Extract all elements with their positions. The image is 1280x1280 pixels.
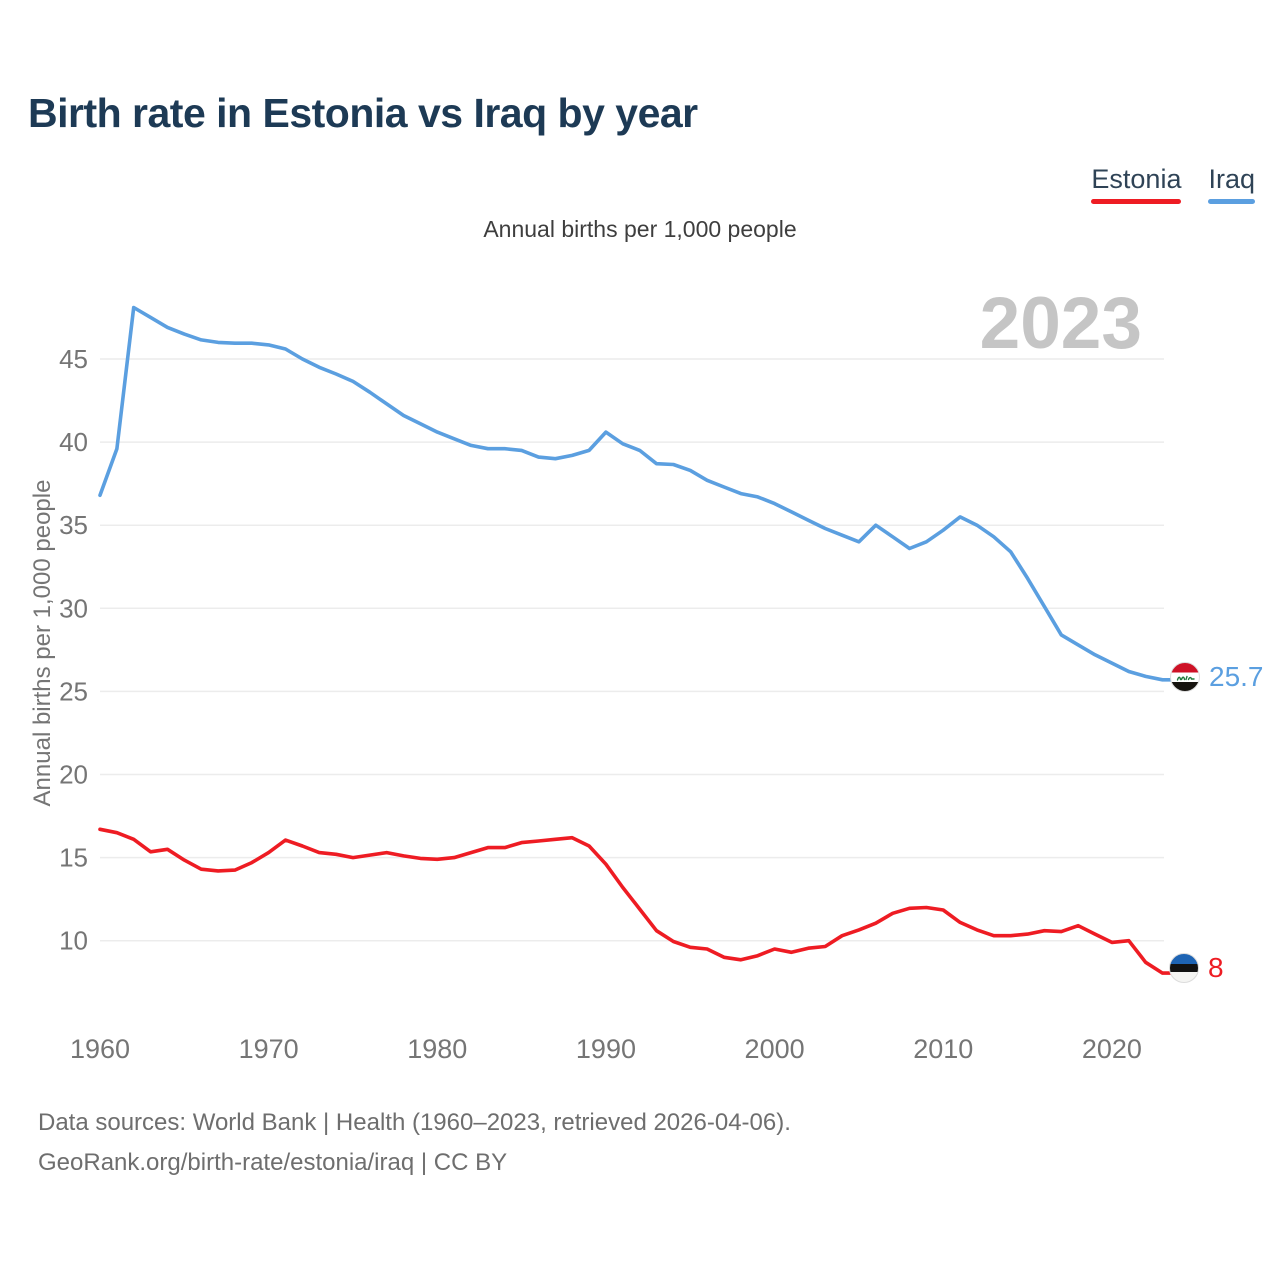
estonia-flag-icon bbox=[1169, 953, 1199, 983]
birth-rate-chart[interactable]: 10 15 20 25 30 35 40 45 1960 1970 1980 1990 2000 2010… bbox=[0, 280, 1280, 1080]
watermark-year: 2023 bbox=[979, 283, 1142, 364]
iraq-end-label: 25.7 bbox=[1170, 661, 1264, 693]
iraq-flag-icon bbox=[1170, 662, 1200, 692]
y-tick-label: 15 bbox=[59, 843, 88, 873]
iraq-end-value: 25.7 bbox=[1209, 661, 1264, 692]
y-tick-label: 40 bbox=[59, 427, 88, 457]
iraq-line[interactable] bbox=[98, 305, 1177, 682]
x-tick-label: 1990 bbox=[576, 1034, 636, 1064]
estonia-line[interactable] bbox=[98, 827, 1177, 975]
footer: Data sources: World Bank | Health (1960–… bbox=[38, 1103, 791, 1183]
x-tick-label: 2000 bbox=[745, 1034, 805, 1064]
y-tick-label: 35 bbox=[59, 510, 88, 540]
estonia-end-value: 8 bbox=[1208, 952, 1224, 983]
x-tick-label: 2010 bbox=[913, 1034, 973, 1064]
x-tick-label: 1960 bbox=[70, 1034, 130, 1064]
legend-item-iraq[interactable]: Iraq bbox=[1208, 164, 1255, 204]
x-tick-label: 1980 bbox=[407, 1034, 467, 1064]
x-tick-label: 2020 bbox=[1082, 1034, 1142, 1064]
legend: Estonia Iraq bbox=[1091, 164, 1255, 204]
x-tick-label: 1970 bbox=[239, 1034, 299, 1064]
y-tick-label: 25 bbox=[59, 676, 88, 706]
y-tick-label: 45 bbox=[59, 344, 88, 374]
legend-item-estonia[interactable]: Estonia bbox=[1091, 164, 1182, 204]
y-tick-label: 20 bbox=[59, 760, 88, 790]
y-tick-label: 30 bbox=[59, 593, 88, 623]
footer-sources-line: Data sources: World Bank | Health (1960–… bbox=[38, 1109, 791, 1136]
chart-subtitle: Annual births per 1,000 people bbox=[483, 216, 797, 242]
legend-underline-estonia bbox=[1091, 199, 1182, 204]
legend-underline-iraq bbox=[1208, 199, 1255, 204]
y-tick-label: 10 bbox=[59, 926, 88, 956]
estonia-end-label: 8 bbox=[1169, 952, 1224, 984]
legend-label-iraq: Iraq bbox=[1208, 164, 1255, 194]
footer-attribution-line: GeoRank.org/birth-rate/estonia/iraq | CC… bbox=[38, 1149, 508, 1176]
page-title: Birth rate in Estonia vs Iraq by year bbox=[28, 90, 698, 136]
legend-label-estonia: Estonia bbox=[1091, 164, 1182, 194]
